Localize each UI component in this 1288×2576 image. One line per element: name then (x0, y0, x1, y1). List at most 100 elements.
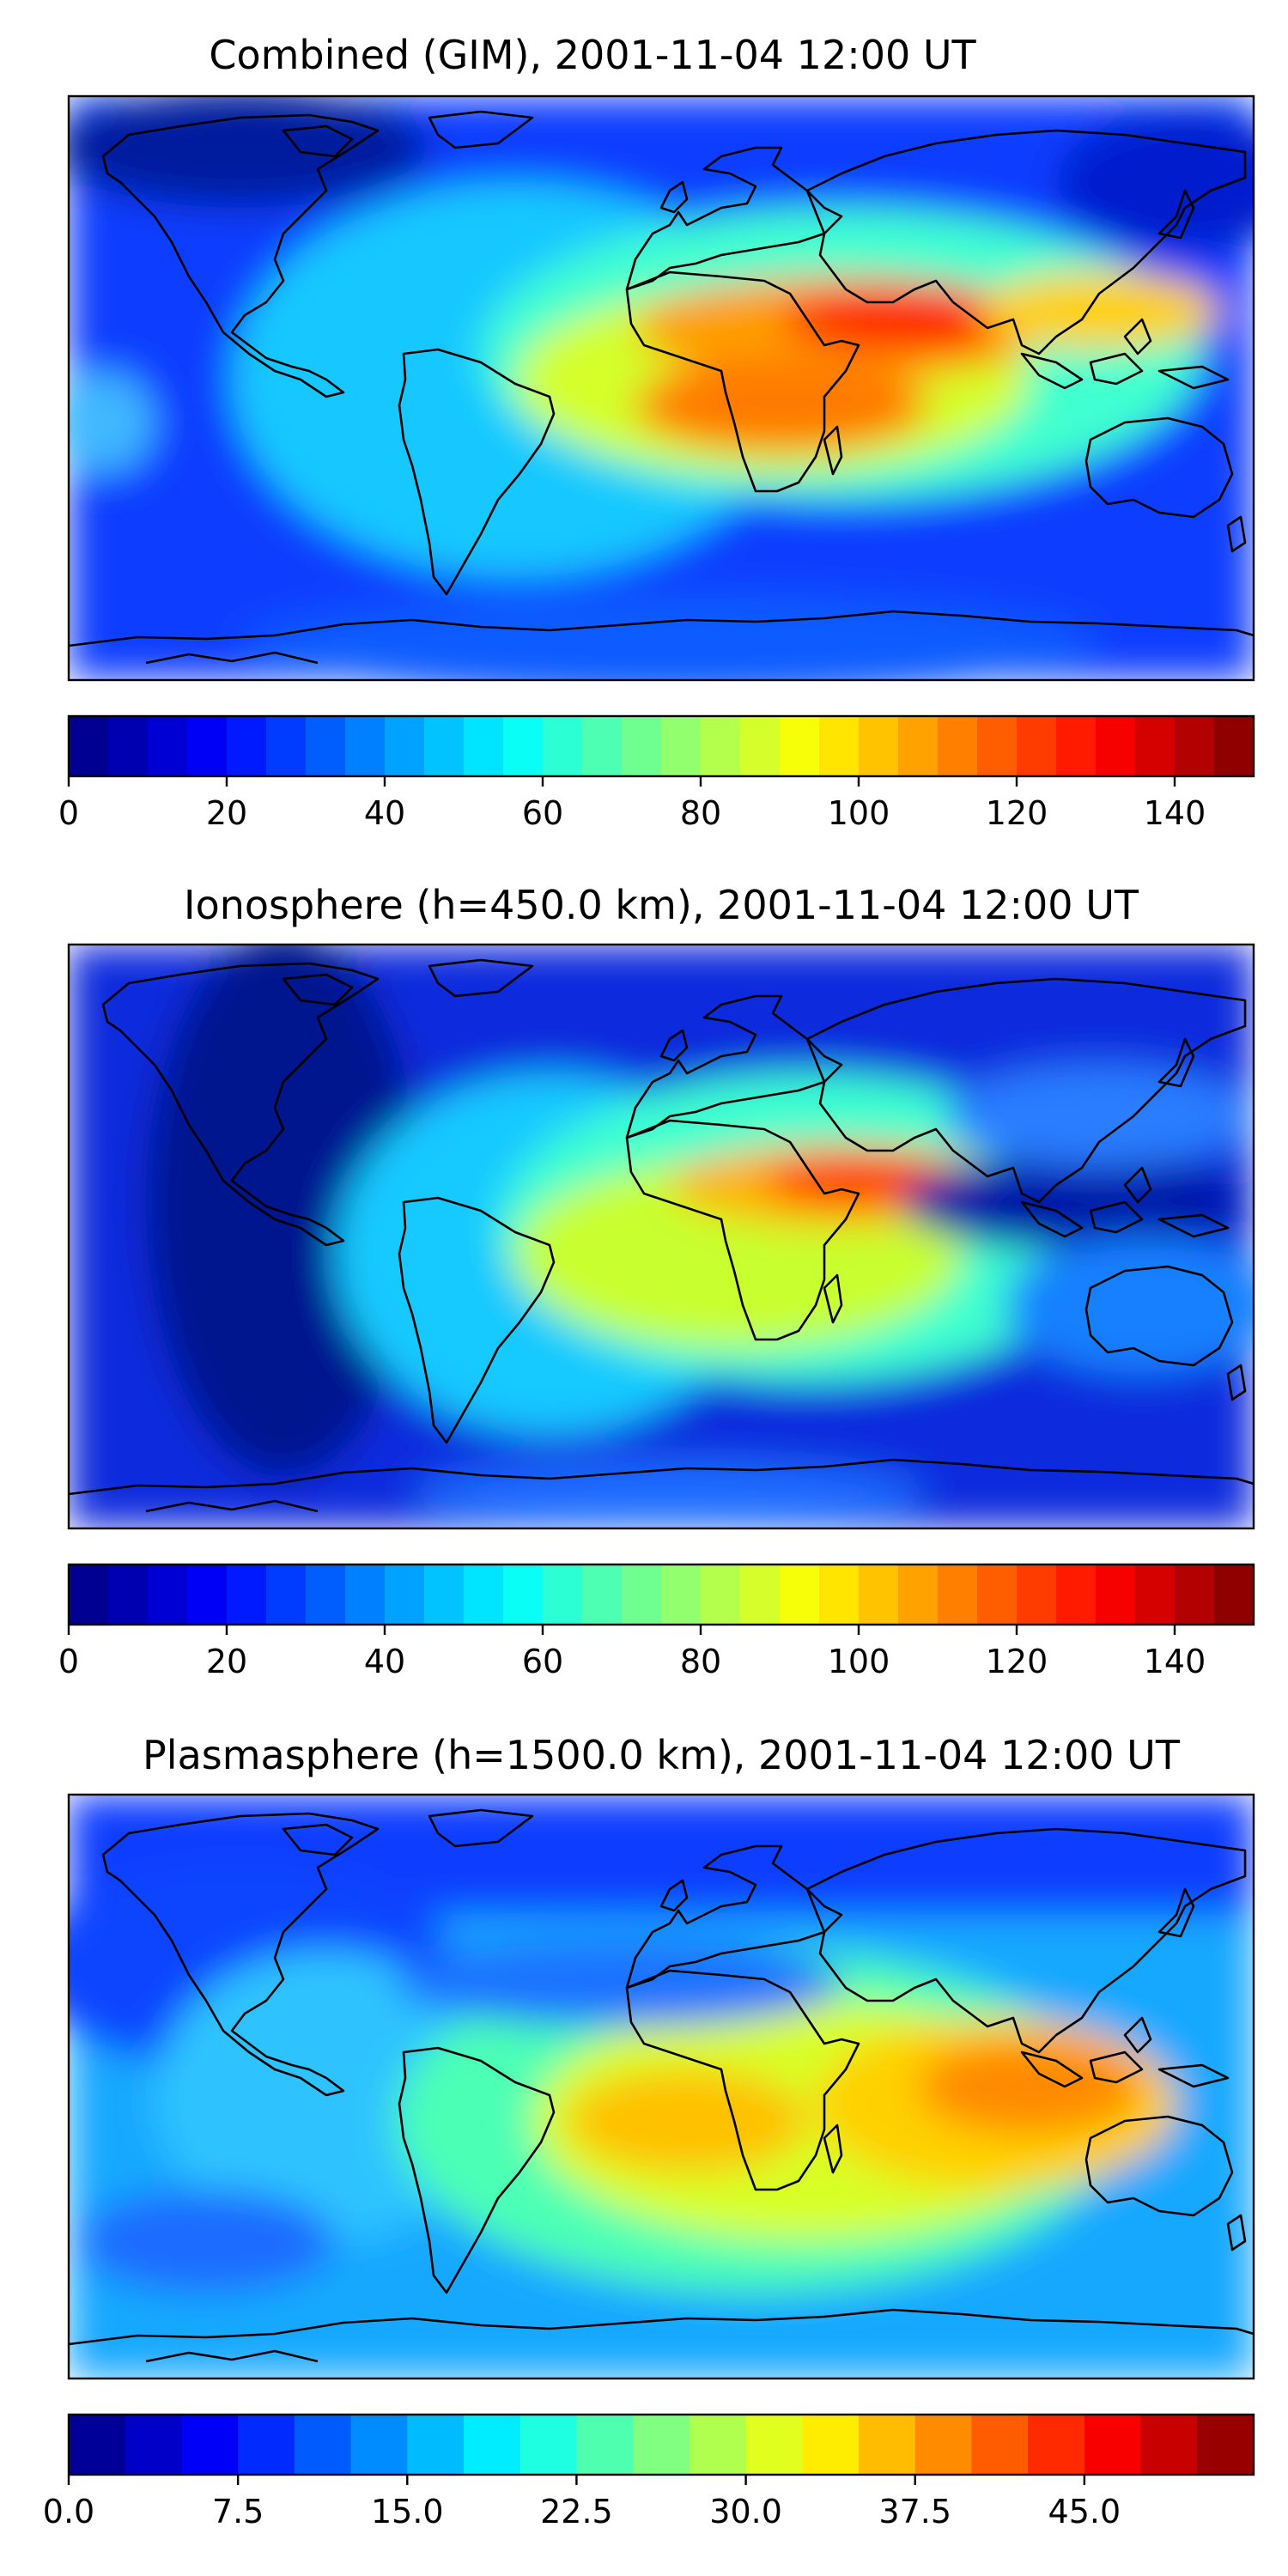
colorbar-segment (69, 716, 109, 776)
colorbar-segment (701, 716, 741, 776)
colorbar-tick-label: 40 (364, 794, 405, 832)
colorbar-segment (582, 716, 623, 776)
colorbar-segment (227, 716, 267, 776)
colorbar-segment (187, 716, 228, 776)
colorbar-segment (345, 1564, 386, 1625)
colorbar-segment (701, 1564, 741, 1625)
colorbar-tick-label: 120 (986, 1643, 1048, 1680)
colorbar-segment (898, 716, 939, 776)
tec-field (69, 96, 1254, 680)
colorbar-segment (187, 1564, 228, 1625)
colorbar-tick-label: 80 (680, 794, 721, 832)
colorbar-segment (582, 1564, 623, 1625)
map-frame (67, 1793, 1255, 2380)
colorbar-tick-label: 45.0 (1048, 2493, 1121, 2530)
colorbar-segment (407, 2415, 465, 2475)
tec-field (69, 1795, 1254, 2379)
colorbar-segment (464, 1564, 504, 1625)
colorbar-segment (859, 2415, 916, 2475)
colorbar-tick-label: 120 (986, 794, 1048, 832)
colorbar-frame (67, 2413, 1255, 2476)
colorbar-tick-label: 40 (364, 1643, 405, 1680)
colorbar-segment (1096, 1564, 1136, 1625)
colorbar-tick-label: 20 (206, 1643, 247, 1680)
colorbar-combined: 0 20 40 60 80 100 120 140 (58, 714, 1255, 832)
colorbar-segment (385, 716, 425, 776)
colorbar-segment (543, 1564, 583, 1625)
colorbar-segment (1214, 716, 1255, 776)
colorbar-segment (238, 2415, 295, 2475)
colorbar-segment (266, 1564, 307, 1625)
colorbar-segment (108, 1564, 149, 1625)
colorbar-segment (938, 716, 978, 776)
colorbar-segment (424, 716, 465, 776)
colorbar-segment (519, 2415, 578, 2475)
colorbar-segment (661, 716, 702, 776)
colorbar-segment (1017, 716, 1057, 776)
colorbar-segment (780, 716, 820, 776)
colorbar-segment (689, 2415, 747, 2475)
colorbar-segment (938, 1564, 978, 1625)
colorbar-tick-label: 0 (58, 794, 79, 832)
colorbar-segment (819, 1564, 860, 1625)
colorbar-segment (661, 1564, 702, 1625)
colorbar-tick-label: 15.0 (371, 2493, 444, 2530)
colorbar-segment (971, 2415, 1029, 2475)
colorbar-segment (914, 2415, 973, 2475)
colorbar-segment (859, 1564, 899, 1625)
colorbar-tick-label: 30.0 (709, 2493, 782, 2530)
colorbar-segment (1096, 716, 1136, 776)
map-plasmasphere (69, 1795, 1254, 2379)
colorbar-segment (1135, 716, 1176, 776)
colorbar-segment (350, 2415, 408, 2475)
colorbar-tick-label: 60 (522, 1643, 563, 1680)
colorbar-segment (148, 716, 188, 776)
map-frame (67, 943, 1255, 1530)
colorbar-frame (67, 1563, 1255, 1626)
colorbar-segment (1197, 2415, 1255, 2475)
colorbar-segment (306, 1564, 346, 1625)
colorbar-segment (503, 716, 544, 776)
colorbar-segment (181, 2415, 239, 2475)
colorbar-tick-label: 100 (828, 794, 890, 832)
colorbar-segment (977, 716, 1018, 776)
colorbar-segment (227, 1564, 267, 1625)
colorbar-frame (67, 714, 1255, 778)
colorbar-segment (740, 716, 781, 776)
colorbar-segment (69, 2415, 126, 2475)
colorbar-segment (745, 2415, 803, 2475)
colorbar-segment (345, 716, 386, 776)
colorbar-tick-label: 140 (1144, 1643, 1206, 1680)
colorbar-segment (622, 1564, 662, 1625)
colorbar-ionosphere: 0 20 40 60 80 100 120 140 (58, 1563, 1255, 1680)
colorbar-segment (1135, 1564, 1176, 1625)
colorbar-segment (633, 2415, 690, 2475)
panel-plasmasphere: Plasmasphere (h=1500.0 km), 2001-11-04 1… (43, 1732, 1255, 2530)
panel-combined: Combined (GIM), 2001-11-04 12:00 UT 0 20 4… (58, 32, 1255, 832)
colorbar-segment (1056, 716, 1097, 776)
map-combined (69, 96, 1254, 680)
map-ionosphere (69, 945, 1254, 1528)
colorbar-segment (1084, 2415, 1142, 2475)
map-frame (67, 94, 1255, 682)
colorbar-plasmasphere: 0.0 7.5 15.0 22.5 30.0 37.5 45.0 (43, 2413, 1255, 2530)
colorbar-segment (108, 716, 149, 776)
colorbar-segment (464, 716, 504, 776)
colorbar-tick-label: 100 (828, 1643, 890, 1680)
colorbar-tick-label: 60 (522, 794, 563, 832)
colorbar-segment (125, 2415, 183, 2475)
colorbar-segment (1028, 2415, 1085, 2475)
colorbar-segment (780, 1564, 820, 1625)
colorbar-segment (1175, 716, 1215, 776)
colorbar-segment (898, 1564, 939, 1625)
colorbar-tick-label: 0.0 (43, 2493, 94, 2530)
colorbar-segment (385, 1564, 425, 1625)
colorbar-segment (1175, 1564, 1215, 1625)
panel-title: Ionosphere (h=450.0 km), 2001-11-04 12:0… (184, 882, 1139, 928)
colorbar-segment (69, 1564, 109, 1625)
colorbar-segment (576, 2415, 634, 2475)
colorbar-segment (148, 1564, 188, 1625)
panel-title: Plasmasphere (h=1500.0 km), 2001-11-04 1… (143, 1732, 1181, 1778)
colorbar-segment (543, 716, 583, 776)
